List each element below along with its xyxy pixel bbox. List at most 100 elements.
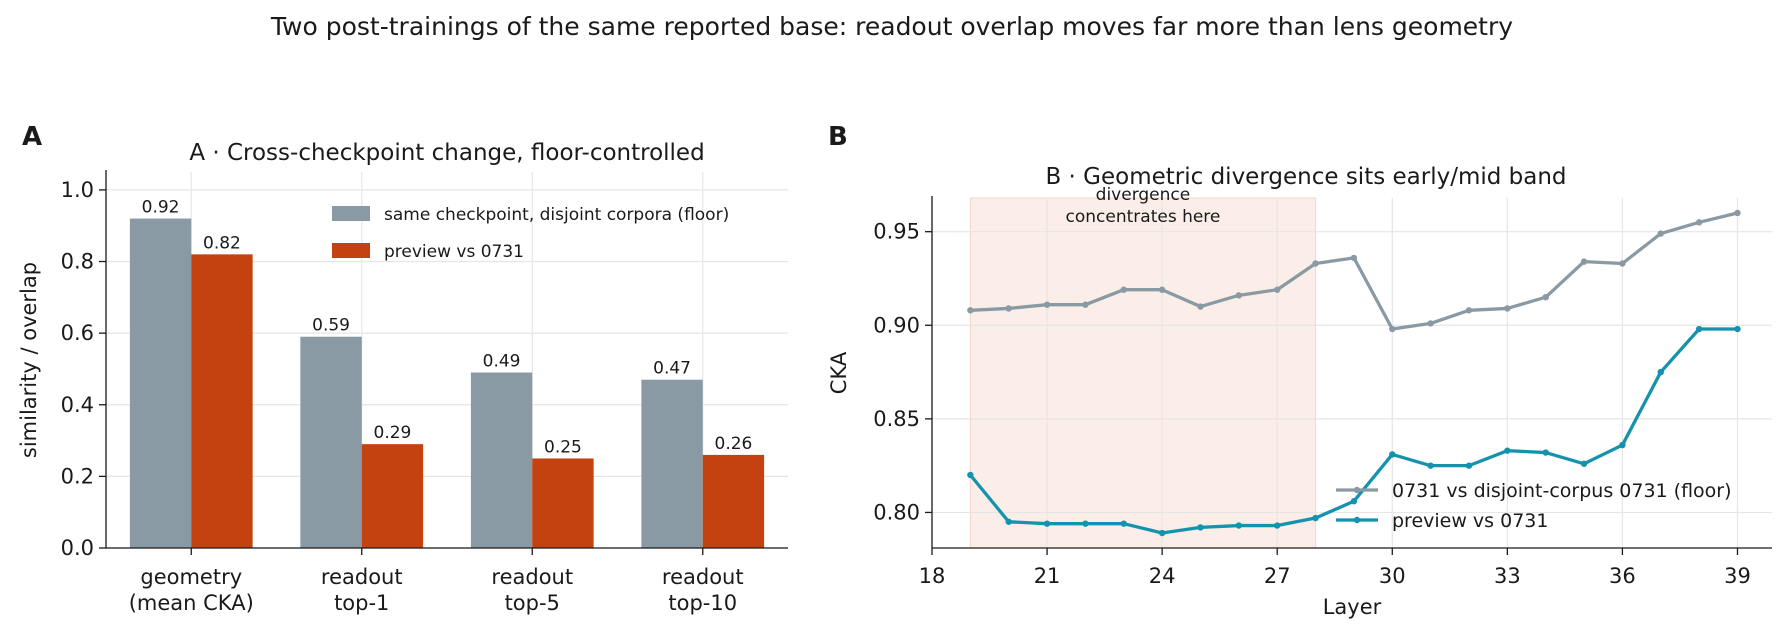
data-point	[1120, 286, 1127, 293]
figure-title: Two post-trainings of the same reported …	[270, 12, 1514, 41]
bar-value-label: 0.82	[203, 233, 241, 253]
y-axis-title: similarity / overlap	[17, 262, 41, 458]
panel-b-title: B · Geometric divergence sits early/mid …	[1045, 164, 1566, 190]
legend-label: preview vs 0731	[1392, 510, 1548, 532]
data-point	[1350, 498, 1358, 505]
y-tick-label: 0.8	[61, 250, 94, 274]
data-point	[967, 307, 974, 314]
bar-value-label: 0.47	[653, 359, 691, 379]
legend-swatch	[332, 243, 370, 258]
bar-preview	[702, 454, 765, 548]
legend-label: same checkpoint, disjoint corpora (floor…	[384, 205, 729, 225]
data-point	[1235, 292, 1243, 299]
x-tick-label: 18	[919, 564, 946, 588]
bar-preview	[532, 458, 594, 548]
bar-floor	[129, 218, 192, 549]
y-tick-label: 0.95	[873, 220, 920, 244]
data-point	[1657, 368, 1664, 376]
data-point	[1043, 520, 1051, 527]
y-tick-label: 1.0	[61, 178, 94, 202]
x-category-label: geometry	[140, 565, 242, 589]
bar-value-label: 0.92	[142, 198, 180, 218]
data-point	[1350, 254, 1358, 262]
bar-preview	[361, 444, 424, 548]
x-tick-label: 30	[1379, 564, 1406, 588]
data-point	[1197, 524, 1204, 531]
data-point	[1657, 230, 1664, 237]
x-tick-label: 21	[1034, 564, 1061, 588]
legend-marker	[1353, 486, 1361, 494]
data-point	[1542, 293, 1549, 301]
x-tick-label: 39	[1724, 564, 1751, 588]
bar-floor	[300, 336, 362, 548]
data-point	[1158, 529, 1166, 537]
band-annotation: divergence	[1096, 185, 1191, 205]
bar-value-label: 0.29	[374, 423, 412, 443]
data-point	[1005, 305, 1012, 312]
data-point	[1197, 303, 1204, 310]
y-tick-label: 0.0	[61, 536, 94, 560]
data-point	[1082, 301, 1089, 308]
x-tick-label: 36	[1609, 564, 1636, 588]
data-point	[1695, 219, 1703, 226]
data-point	[1619, 441, 1626, 449]
bar-value-label: 0.59	[312, 316, 350, 336]
x-category-label: (mean CKA)	[129, 591, 254, 615]
data-point	[1427, 320, 1434, 327]
y-tick-label: 0.85	[873, 407, 920, 431]
data-point	[1504, 305, 1511, 312]
data-point	[1120, 520, 1127, 527]
data-point	[1695, 325, 1703, 333]
x-category-label: top-1	[334, 591, 389, 615]
band-annotation: concentrates here	[1066, 207, 1221, 227]
data-point	[1005, 518, 1012, 525]
panel-a-title: A · Cross-checkpoint change, floor-contr…	[189, 140, 704, 166]
data-point	[1580, 460, 1588, 467]
y-tick-label: 0.90	[873, 313, 920, 337]
y-tick-label: 0.80	[873, 500, 920, 524]
data-point	[1235, 522, 1243, 529]
data-point	[1580, 258, 1588, 265]
x-tick-label: 24	[1149, 564, 1176, 588]
data-point	[1312, 260, 1319, 267]
data-point	[1619, 260, 1626, 267]
data-point	[1158, 286, 1166, 293]
x-axis-title: Layer	[1323, 595, 1382, 619]
bar-floor	[641, 379, 703, 548]
x-tick-label: 27	[1264, 564, 1291, 588]
data-point	[1427, 462, 1434, 469]
divergence-band	[969, 197, 1317, 549]
legend-label: preview vs 0731	[384, 242, 524, 262]
data-point	[1734, 209, 1741, 217]
data-point	[1389, 451, 1396, 458]
panel-a-letter: A	[22, 122, 43, 152]
bar-floor	[470, 372, 533, 548]
y-tick-label: 0.2	[61, 464, 94, 488]
bar-preview	[191, 254, 253, 548]
x-category-label: readout	[321, 565, 403, 589]
legend-label: 0731 vs disjoint-corpus 0731 (floor)	[1392, 480, 1732, 502]
data-point	[1389, 325, 1396, 333]
y-axis-title: CKA	[827, 351, 851, 394]
data-point	[1274, 286, 1281, 293]
bar-value-label: 0.26	[715, 434, 753, 454]
bar-chart-cross-checkpoint: 0.0 0.2 0.4 0.6 0.8 1.0 0.92 0.59 0.49 0.47 0.82 0.…	[17, 140, 788, 615]
data-point	[1082, 520, 1089, 527]
x-category-label: readout	[491, 565, 573, 589]
x-category-label: readout	[662, 565, 744, 589]
x-tick-label: 33	[1494, 564, 1521, 588]
panel-b-letter: B	[828, 122, 848, 152]
y-tick-label: 0.4	[61, 393, 94, 417]
data-point	[1465, 462, 1473, 469]
y-tick-label: 0.6	[61, 321, 94, 345]
bar-value-label: 0.25	[544, 437, 582, 457]
x-category-label: top-10	[668, 591, 737, 615]
data-point	[1542, 449, 1549, 456]
data-point	[1274, 522, 1281, 529]
data-point	[1043, 301, 1051, 308]
data-point	[1312, 514, 1319, 522]
legend-marker	[1353, 516, 1361, 524]
data-point	[1734, 325, 1741, 333]
legend-swatch	[332, 206, 370, 221]
